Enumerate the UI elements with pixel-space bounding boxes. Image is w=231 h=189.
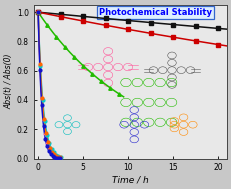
Y-axis label: Abs(t) / Abs(0): Abs(t) / Abs(0) (5, 54, 14, 109)
Text: Photochemical Stability: Photochemical Stability (99, 8, 211, 17)
X-axis label: Time / h: Time / h (112, 175, 148, 184)
